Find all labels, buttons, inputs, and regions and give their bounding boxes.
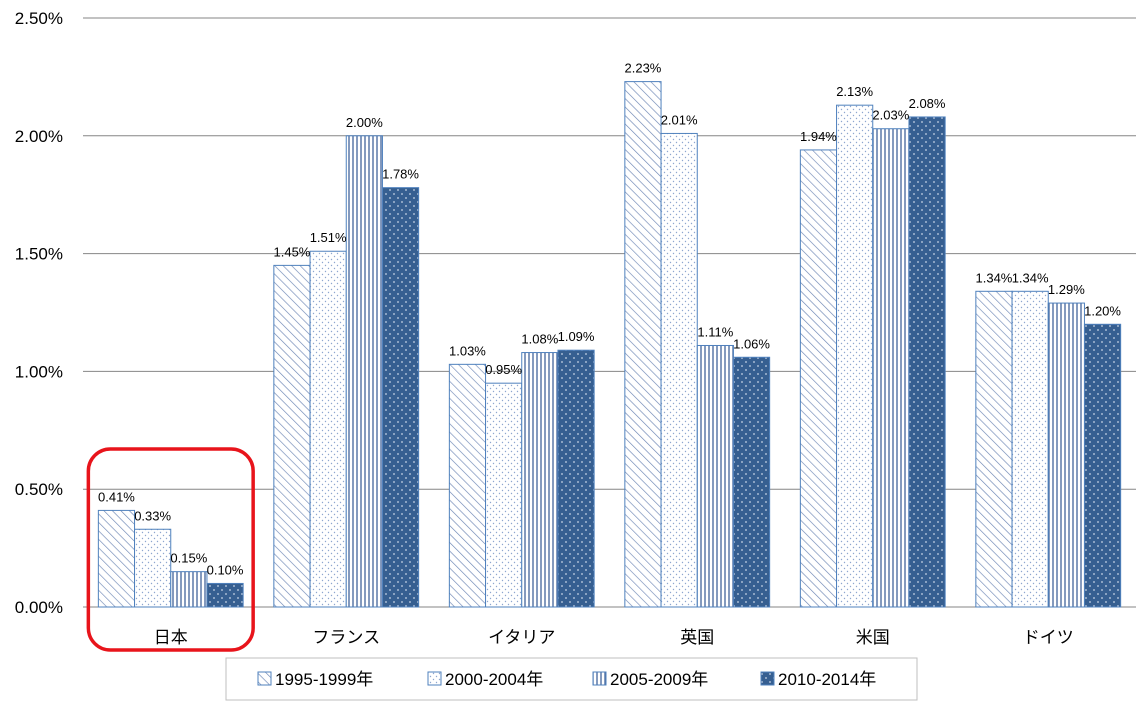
bar [1083, 323, 1122, 608]
legend-frame [225, 657, 918, 701]
data-label: 1.20% [1084, 303, 1121, 318]
bar [448, 363, 487, 608]
data-label: 2.01% [661, 112, 698, 127]
data-label: 2.13% [836, 84, 873, 99]
bar [799, 149, 838, 608]
y-axis-tick-labels: 0.00% 0.50% 1.00% 1.50% 2.00% 2.50% [15, 9, 63, 617]
category-label: イタリア [488, 628, 555, 648]
bar [134, 528, 172, 608]
data-label: 1.94% [800, 129, 837, 144]
data-label: 1.34% [1012, 270, 1049, 285]
highlight-box [86, 447, 255, 652]
category-label: フランス [312, 628, 380, 648]
data-label: 0.41% [98, 489, 135, 504]
bar [836, 104, 874, 608]
data-labels: 0.41% 0.33% 0.15%0.10% 1.45%1.51% 2.00% 1.78%… [98, 61, 1121, 578]
legend-label: 1995-1999年 [275, 670, 373, 689]
bar [1011, 290, 1049, 608]
data-label: 1.45% [274, 244, 311, 259]
y-tick-label: 0.50% [15, 480, 63, 499]
category-label: 米国 [856, 628, 890, 648]
data-label: 1.78% [382, 167, 419, 182]
legend-swatch [760, 671, 775, 686]
data-label: 1.34% [976, 270, 1013, 285]
bar [872, 128, 910, 608]
gridlines [83, 17, 1136, 608]
bar [1047, 302, 1085, 608]
legend-swatch [257, 671, 272, 686]
data-label: 1.03% [449, 343, 486, 358]
bar [170, 571, 208, 608]
bar [273, 264, 311, 608]
y-tick-label: 1.00% [15, 362, 63, 381]
y-tick-label: 0.00% [15, 598, 63, 617]
category-label: 日本 [154, 628, 188, 648]
bar [345, 135, 383, 608]
data-label: 0.95% [485, 362, 522, 377]
legend-label: 2005-2009年 [610, 670, 708, 689]
legend-label: 2000-2004年 [445, 670, 543, 689]
bar [696, 344, 734, 608]
data-label: 1.29% [1048, 282, 1085, 297]
data-label: 2.08% [909, 96, 946, 111]
data-label: 1.51% [310, 230, 347, 245]
bar [732, 356, 771, 608]
y-tick-label: 1.50% [15, 245, 63, 264]
bar [975, 290, 1013, 608]
bar [908, 116, 946, 608]
data-label: 1.09% [558, 329, 595, 344]
x-axis-category-labels: 日本 フランス イタリア 英国 米国 ドイツ [154, 628, 1074, 648]
legend: 1995-1999年 2000-2004年 2005-2009年 2010-2014年 [225, 657, 918, 701]
bar [485, 382, 523, 608]
bar [206, 582, 244, 608]
bars [97, 81, 1122, 608]
data-label: 2.03% [872, 108, 909, 123]
bar [381, 187, 420, 608]
category-label: ドイツ [1023, 628, 1074, 648]
legend-swatch [592, 671, 607, 686]
bar [557, 349, 595, 608]
legend-swatch [427, 671, 442, 686]
data-label: 1.11% [697, 324, 733, 339]
data-label: 0.33% [134, 508, 171, 523]
bar [624, 81, 662, 608]
data-label: 0.15% [170, 551, 207, 566]
data-label: 0.10% [207, 562, 244, 577]
data-label: 1.06% [733, 336, 770, 351]
bar [309, 250, 347, 608]
y-tick-label: 2.50% [15, 9, 63, 28]
y-tick-label: 2.00% [15, 127, 63, 146]
data-label: 2.00% [346, 115, 383, 130]
data-label: 1.08% [521, 332, 558, 347]
bar [521, 352, 559, 608]
highlight-rect [86, 447, 255, 652]
legend-label: 2010-2014年 [778, 670, 876, 689]
data-label: 2.23% [625, 61, 662, 76]
bar [660, 132, 698, 608]
bar [97, 509, 136, 608]
category-label: 英国 [680, 628, 714, 648]
